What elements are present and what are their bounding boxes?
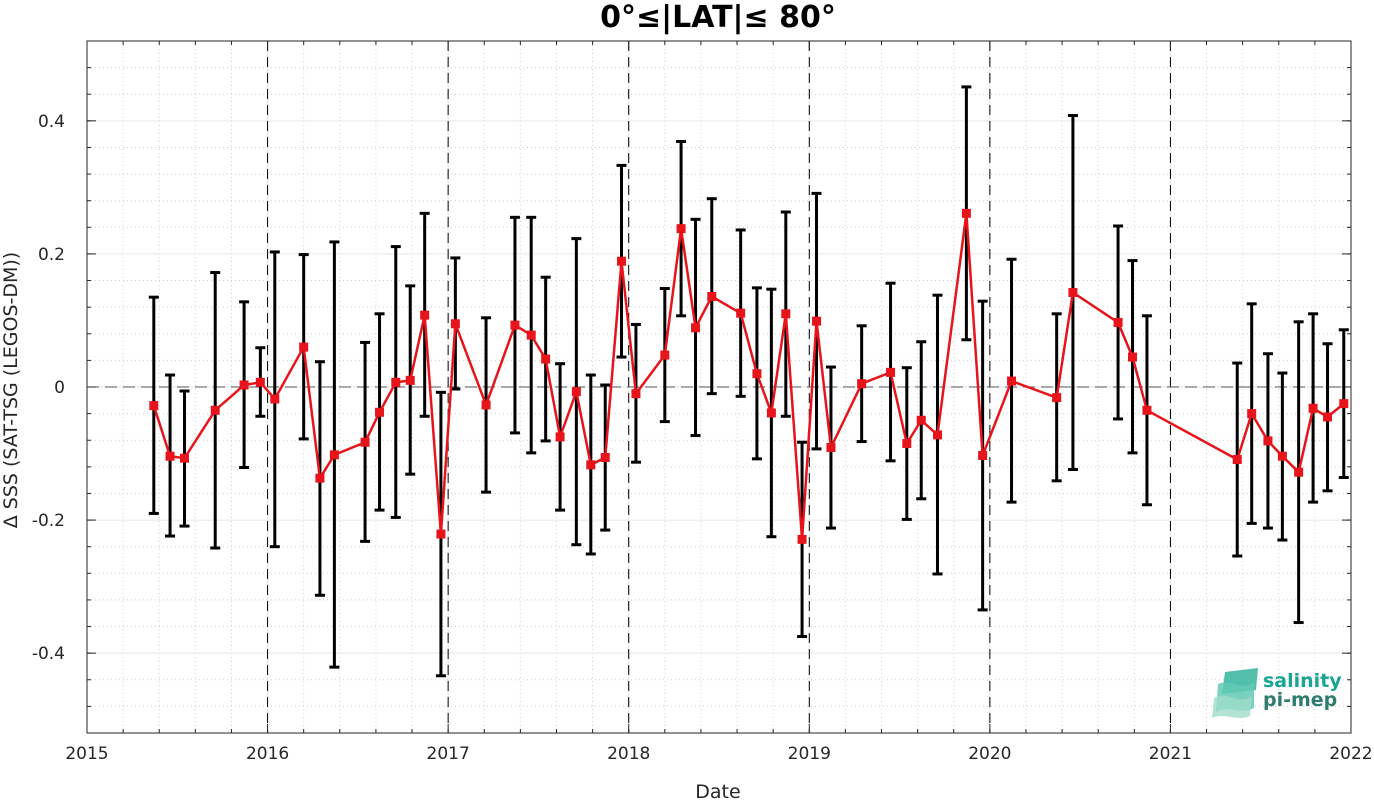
data-point — [978, 451, 988, 461]
data-point — [299, 342, 309, 352]
data-point — [1128, 352, 1138, 362]
data-point — [1263, 436, 1273, 446]
logo-line-2: pi-mep — [1263, 689, 1337, 711]
data-point — [902, 439, 912, 449]
data-point — [600, 453, 610, 463]
data-point — [961, 208, 971, 218]
y-tick-label: 0 — [54, 378, 65, 398]
data-point — [571, 387, 581, 397]
y-tick-label: 0.2 — [38, 245, 65, 265]
data-point — [1339, 399, 1349, 409]
x-tick-label: 2021 — [1149, 744, 1192, 764]
x-tick-label: 2020 — [968, 744, 1011, 764]
x-tick-label: 2015 — [65, 744, 108, 764]
data-point — [1068, 288, 1078, 298]
data-point — [752, 369, 762, 379]
data-point — [180, 453, 190, 463]
data-point — [1052, 393, 1062, 403]
data-point — [239, 380, 249, 390]
data-point — [886, 367, 896, 377]
data-point — [315, 473, 325, 483]
logo-line-1: salinity — [1263, 670, 1342, 692]
data-point — [1247, 409, 1257, 419]
x-tick-label: 2022 — [1329, 744, 1372, 764]
data-point — [555, 432, 565, 442]
data-point — [329, 450, 339, 460]
data-point — [736, 308, 746, 318]
data-point — [660, 350, 670, 360]
series-markers — [149, 208, 1349, 544]
x-tick-label: 2017 — [427, 744, 470, 764]
chart-title: 0°≤|LAT|≤ 80° — [600, 0, 836, 35]
x-tick-label: 2018 — [607, 744, 650, 764]
y-axis-label: Δ SSS (SAT-TSG (LEGOS-DM)) — [0, 252, 22, 528]
x-axis-label: Date — [695, 781, 740, 801]
minor-grid — [87, 41, 1351, 733]
data-point — [1308, 403, 1318, 413]
data-point — [255, 377, 265, 387]
y-tick-label: 0.4 — [38, 112, 65, 132]
y-tick-label: -0.2 — [32, 511, 65, 531]
data-point — [916, 415, 926, 425]
data-point — [781, 309, 791, 319]
data-point — [826, 443, 836, 453]
x-tick-labels: 2015 2016 2017 2018 2019 2020 2021 2022 — [65, 744, 1372, 764]
data-point — [450, 319, 460, 329]
data-point — [1294, 467, 1304, 477]
data-point — [510, 320, 520, 330]
data-point — [857, 379, 867, 389]
y-tick-labels: 0.4 0.2 0 -0.2 -0.4 — [32, 112, 65, 664]
data-point — [616, 256, 626, 266]
data-point — [812, 316, 822, 326]
logo-wave-icon — [1212, 668, 1258, 718]
y-tick-label: -0.4 — [32, 644, 65, 664]
data-point — [526, 330, 536, 340]
data-point — [797, 534, 807, 544]
salinity-pi-mep-logo: salinity pi-mep — [1212, 668, 1342, 718]
data-point — [766, 408, 776, 418]
data-point — [1113, 317, 1123, 327]
data-point — [707, 292, 717, 302]
data-point — [436, 529, 446, 539]
data-point — [210, 405, 220, 415]
data-point — [360, 437, 370, 447]
data-point — [1323, 412, 1333, 422]
data-point — [541, 354, 551, 364]
data-point — [420, 310, 430, 320]
data-point — [405, 375, 415, 385]
data-point — [1232, 455, 1242, 465]
data-point — [586, 460, 596, 470]
data-point — [149, 401, 159, 411]
data-point — [676, 224, 686, 234]
data-point — [1142, 405, 1152, 415]
data-point — [1277, 451, 1287, 461]
data-point — [375, 407, 385, 417]
data-point — [270, 394, 280, 404]
data-point — [165, 451, 175, 461]
data-point — [631, 389, 641, 399]
data-point — [691, 323, 701, 333]
data-point — [1007, 376, 1017, 386]
x-tick-label: 2019 — [788, 744, 831, 764]
data-point — [481, 400, 491, 410]
axis-ticks — [86, 41, 1352, 733]
data-point — [391, 377, 401, 387]
x-tick-label: 2016 — [246, 744, 289, 764]
data-point — [932, 430, 942, 440]
